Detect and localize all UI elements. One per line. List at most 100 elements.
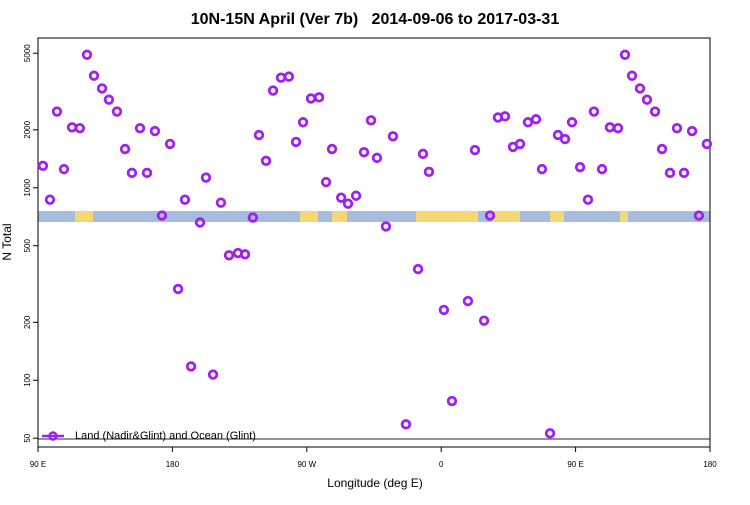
data-point bbox=[239, 249, 251, 260]
data-point bbox=[604, 122, 616, 133]
data-point bbox=[185, 361, 197, 372]
data-point bbox=[530, 114, 542, 125]
data-point bbox=[438, 304, 450, 316]
y-tick-label: 200 bbox=[23, 315, 32, 329]
data-point bbox=[74, 122, 86, 134]
data-point bbox=[290, 136, 302, 148]
data-point bbox=[400, 419, 412, 430]
data-point bbox=[371, 152, 383, 164]
legend-label: Land (Nadir&Glint) and Ocean (Glint) bbox=[75, 430, 256, 442]
data-point bbox=[499, 111, 511, 122]
data-point bbox=[297, 117, 309, 128]
data-point bbox=[478, 315, 490, 326]
data-point bbox=[96, 83, 108, 94]
data-point bbox=[552, 129, 564, 141]
x-tick-label: 180 bbox=[166, 460, 180, 469]
data-point bbox=[649, 106, 661, 117]
data-point bbox=[215, 197, 227, 208]
data-point bbox=[656, 143, 668, 155]
data-point bbox=[37, 160, 49, 172]
data-point bbox=[612, 122, 624, 134]
x-tick-label: 0 bbox=[439, 460, 444, 469]
legend-marker bbox=[48, 431, 58, 441]
y-tick-label: 5000 bbox=[23, 44, 32, 62]
data-point bbox=[335, 192, 347, 203]
data-point bbox=[387, 131, 399, 142]
y-tick-label: 1000 bbox=[23, 178, 32, 196]
data-point bbox=[380, 221, 392, 232]
data-point bbox=[103, 94, 115, 105]
data-point bbox=[626, 70, 638, 81]
land-ocean-strip bbox=[38, 211, 710, 222]
ocean-band bbox=[38, 211, 710, 222]
data-point bbox=[522, 117, 534, 128]
x-tick-label: 180 bbox=[703, 460, 717, 469]
data-point bbox=[51, 106, 63, 117]
y-tick-label: 500 bbox=[23, 238, 32, 252]
data-point bbox=[582, 194, 594, 205]
data-point bbox=[358, 147, 370, 158]
data-point bbox=[134, 122, 146, 134]
data-point bbox=[641, 94, 653, 105]
data-point bbox=[326, 143, 338, 155]
data-point bbox=[634, 83, 646, 94]
data-point bbox=[283, 71, 295, 82]
data-point bbox=[179, 194, 191, 205]
data-point bbox=[149, 125, 161, 137]
data-point bbox=[484, 210, 496, 221]
y-tick-label: 50 bbox=[23, 433, 32, 442]
data-point bbox=[701, 138, 713, 150]
legend: Land (Nadir&Glint) and Ocean (Glint) bbox=[42, 430, 256, 442]
data-point bbox=[267, 85, 279, 96]
data-point bbox=[423, 166, 435, 178]
data-point bbox=[253, 129, 265, 141]
plot-frame bbox=[37, 37, 711, 448]
data-point bbox=[664, 167, 676, 179]
data-point bbox=[412, 263, 424, 275]
land-patch bbox=[550, 211, 564, 222]
y-tick-label: 2000 bbox=[23, 120, 32, 138]
data-point bbox=[417, 148, 429, 160]
x-tick-label: 90 E bbox=[567, 460, 583, 469]
data-point bbox=[588, 106, 600, 117]
data-point bbox=[88, 70, 100, 81]
chart-title: 10N-15N April (Ver 7b) 2014-09-06 to 201… bbox=[191, 11, 560, 28]
data-point bbox=[275, 72, 287, 83]
data-point bbox=[313, 92, 325, 103]
data-point bbox=[320, 176, 332, 188]
data-point bbox=[574, 161, 586, 173]
data-point bbox=[514, 138, 526, 150]
y-axis-title: N Total bbox=[0, 223, 14, 260]
data-point bbox=[544, 428, 556, 439]
data-point bbox=[200, 172, 212, 183]
data-point bbox=[596, 163, 608, 175]
data-point bbox=[693, 210, 705, 221]
data-point bbox=[559, 133, 571, 145]
data-point bbox=[164, 138, 176, 150]
data-point bbox=[686, 125, 698, 137]
data-point bbox=[172, 283, 184, 295]
data-point bbox=[81, 49, 93, 60]
land-patch bbox=[300, 211, 318, 222]
data-point bbox=[223, 250, 235, 261]
x-tick-label: 90 E bbox=[30, 460, 46, 469]
data-point bbox=[156, 210, 168, 221]
data-point bbox=[365, 115, 377, 126]
data-point bbox=[350, 190, 362, 201]
data-point bbox=[260, 155, 272, 167]
land-patch bbox=[492, 211, 520, 222]
data-point bbox=[342, 198, 354, 209]
data-point bbox=[619, 49, 631, 60]
land-patch bbox=[75, 211, 93, 222]
data-point bbox=[247, 212, 259, 223]
x-axis-title: Longitude (deg E) bbox=[327, 476, 422, 490]
data-point bbox=[207, 369, 219, 380]
data-point bbox=[44, 194, 56, 205]
x-tick-label: 90 W bbox=[297, 460, 316, 469]
data-point bbox=[462, 295, 474, 307]
data-point bbox=[446, 395, 458, 407]
data-point bbox=[671, 122, 683, 134]
data-point bbox=[469, 144, 481, 156]
data-point bbox=[58, 163, 70, 175]
